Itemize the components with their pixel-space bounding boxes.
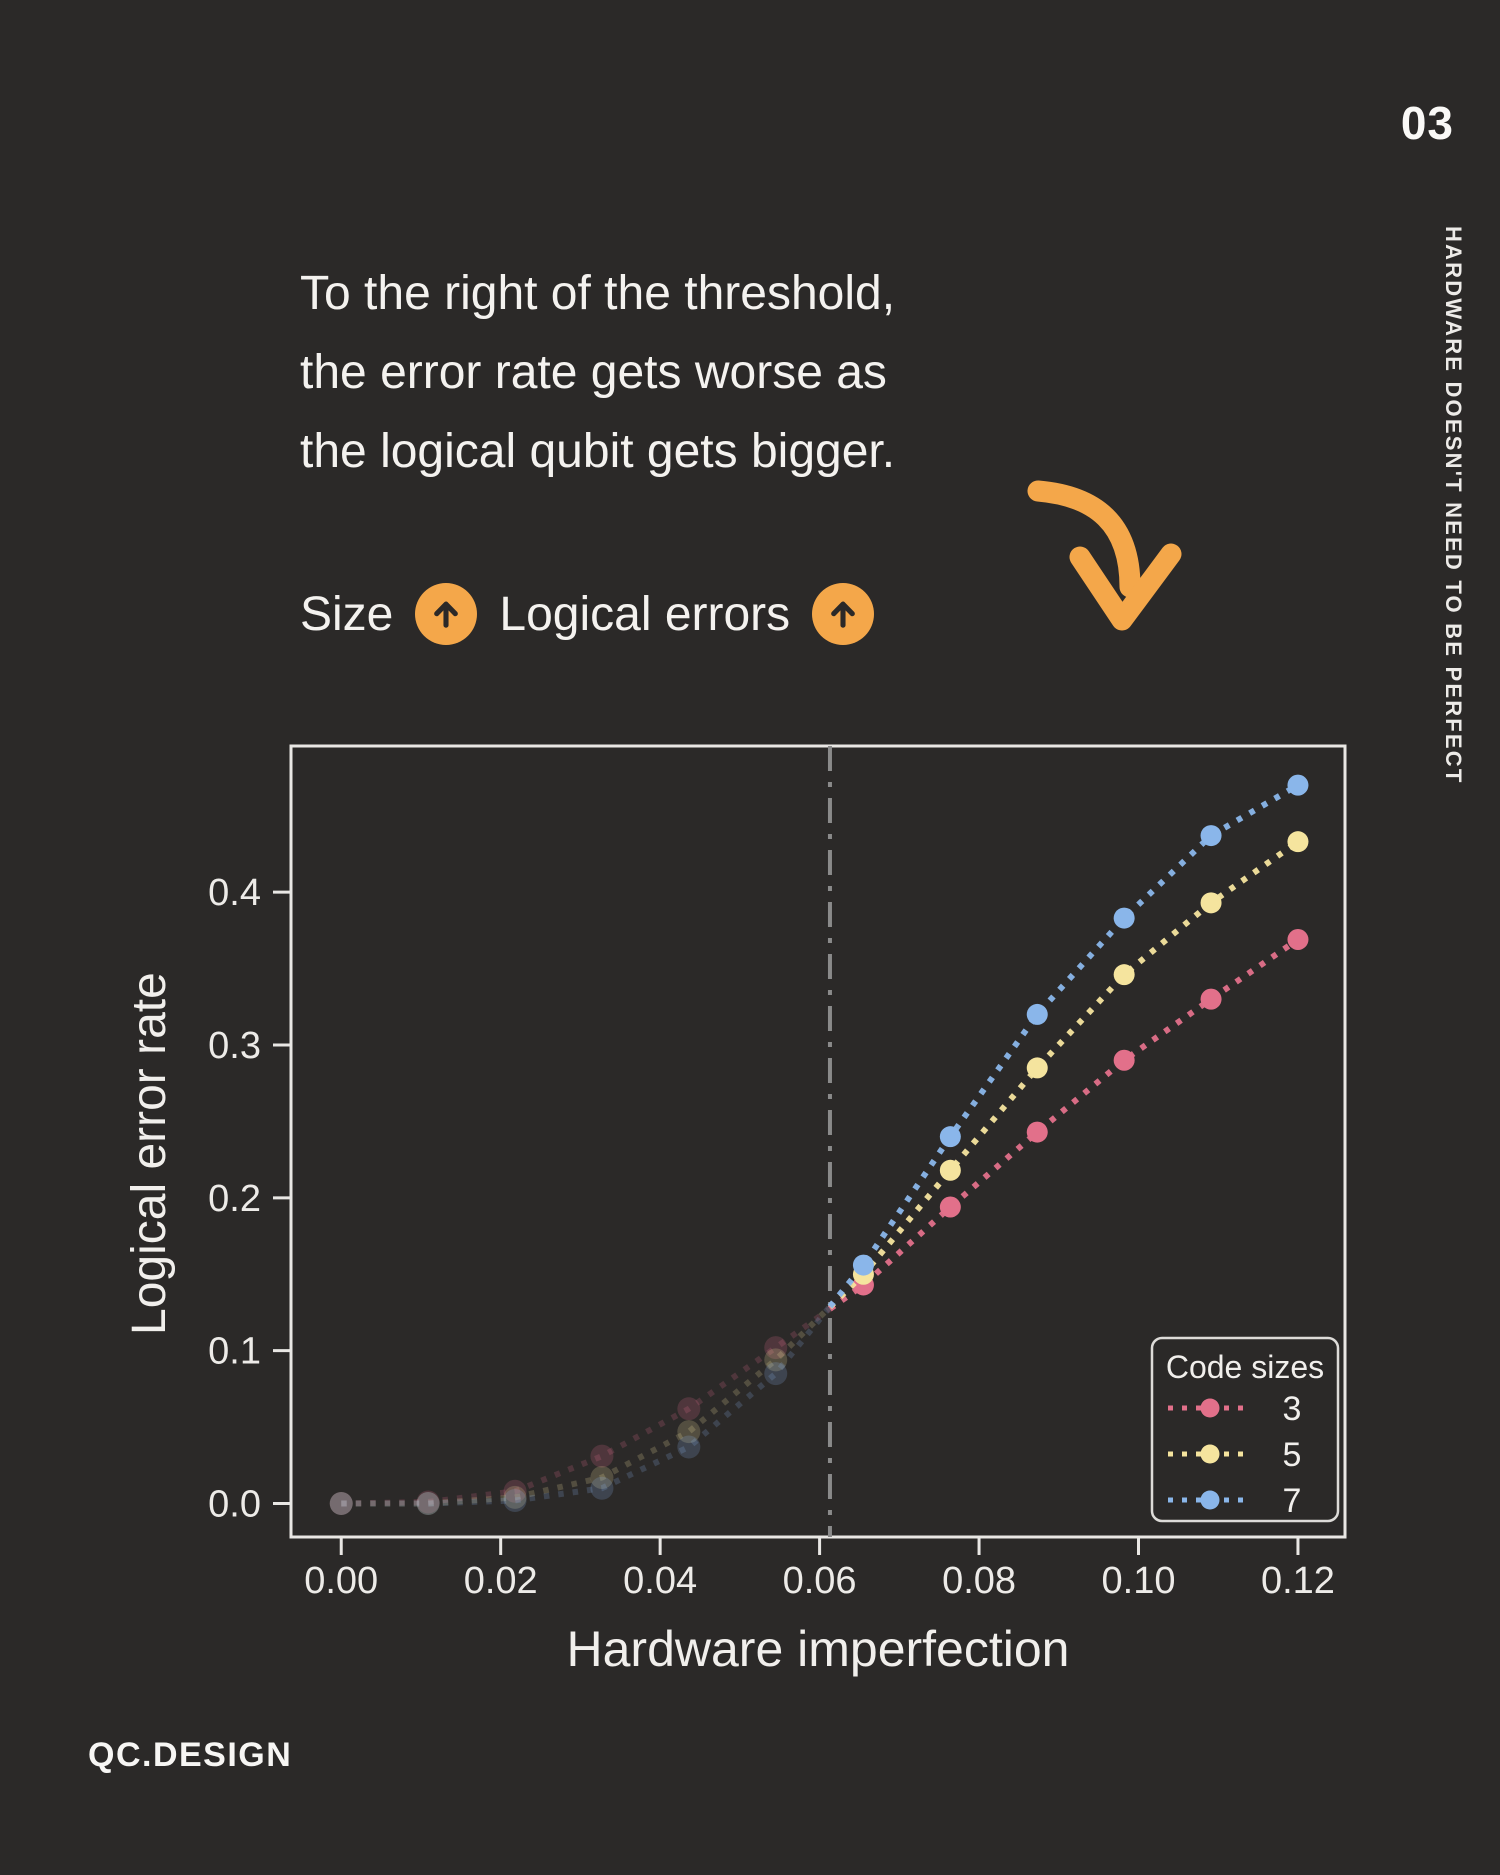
data-point: [416, 1490, 440, 1514]
data-point: [764, 1348, 788, 1372]
x-tick-label: 0.12: [1261, 1560, 1335, 1602]
data-point: [503, 1485, 527, 1509]
data-point: [590, 1444, 614, 1468]
size-label: Size: [300, 587, 394, 641]
legend-swatch-marker: [1200, 1490, 1220, 1510]
up-arrow-icon: [434, 601, 459, 628]
data-point: [590, 1476, 614, 1500]
data-point: [764, 1362, 788, 1386]
x-tick-label: 0.10: [1102, 1560, 1176, 1602]
y-tick-label: 0.1: [208, 1331, 261, 1373]
data-point: [677, 1435, 701, 1459]
series-line: [341, 1304, 833, 1507]
x-tick-label: 0.04: [623, 1560, 697, 1602]
legend-entry-label: 3: [1283, 1390, 1302, 1428]
data-point: [1200, 892, 1222, 914]
plot-frame: [289, 744, 1347, 1539]
data-point: [939, 1126, 961, 1148]
headline-line-2: the error rate gets worse as: [300, 346, 887, 399]
x-tick-label: 0.08: [942, 1560, 1016, 1602]
x-tick-label: 0.02: [464, 1560, 538, 1602]
data-point: [503, 1488, 527, 1512]
data-point: [1200, 825, 1222, 847]
data-point: [1026, 1057, 1048, 1079]
headline-line-1: To the right of the threshold,: [300, 267, 896, 320]
x-tick-label: 0.00: [304, 1560, 378, 1602]
legend-entry-label: 7: [1283, 1482, 1302, 1520]
legend-entry-label: 5: [1283, 1436, 1302, 1474]
data-point: [1026, 1003, 1048, 1025]
series-line: [827, 839, 1300, 1310]
y-tick-label: 0.4: [208, 872, 261, 914]
data-point: [1113, 964, 1135, 986]
data-point: [1113, 907, 1135, 929]
data-point: [1026, 1121, 1048, 1143]
y-tick-label: 0.2: [208, 1178, 261, 1220]
legend-swatch-marker: [1200, 1398, 1220, 1418]
data-point: [416, 1492, 440, 1516]
up-arrow-badge: [415, 583, 478, 645]
series-7: [329, 774, 1309, 1516]
data-point: [590, 1466, 614, 1490]
up-arrow-icon: [831, 601, 856, 628]
data-point: [1200, 988, 1222, 1010]
series-line: [341, 1304, 833, 1507]
data-point: [329, 1492, 353, 1516]
data-point: [1287, 831, 1309, 853]
data-point: [677, 1420, 701, 1444]
data-point: [1287, 774, 1309, 796]
data-point: [1287, 929, 1309, 951]
data-point: [939, 1196, 961, 1218]
legend-box: [1150, 1336, 1340, 1523]
logical-errors-label: Logical errors: [499, 587, 791, 641]
legend-swatch-marker: [1200, 1444, 1220, 1464]
y-tick-label: 0.0: [208, 1484, 261, 1526]
data-point: [764, 1336, 788, 1360]
page-number: 03: [1400, 97, 1454, 149]
data-point: [329, 1492, 353, 1516]
data-point: [1113, 1049, 1135, 1071]
x-axis-title: Hardware imperfection: [566, 1621, 1070, 1677]
axis-ticks: 0.00 0.02 0.04 0.06 0.08 0.10 0.12 0.0 0.1 0.2 0.3…: [208, 872, 1335, 1602]
series-line: [828, 937, 1300, 1312]
headline: To the right of the threshold, the error…: [300, 254, 1160, 491]
up-arrow-badge: [812, 583, 875, 645]
footer-logo: QC.DESIGN: [88, 1736, 293, 1774]
x-tick-label: 0.06: [783, 1560, 857, 1602]
size-logical-errors-row: Size Logical errors: [300, 583, 875, 645]
y-tick-label: 0.3: [208, 1025, 261, 1067]
series-3: [329, 929, 1309, 1516]
curved-down-arrow-icon: [1027, 480, 1182, 631]
data-point: [939, 1159, 961, 1181]
data-point: [677, 1397, 701, 1421]
legend: Code sizes 3 5 7: [1150, 1336, 1340, 1523]
side-label-vertical: HARDWARE DOESN'T NEED TO BE PERFECT: [1441, 226, 1466, 785]
data-point: [852, 1254, 874, 1276]
y-axis-title: Logical error rate: [123, 972, 176, 1336]
data-point: [416, 1492, 440, 1516]
legend-title: Code sizes: [1166, 1349, 1324, 1385]
data-point: [329, 1492, 353, 1516]
data-point: [503, 1479, 527, 1503]
series-line: [341, 1306, 832, 1507]
headline-line-3: the logical qubit gets bigger.: [300, 425, 896, 478]
